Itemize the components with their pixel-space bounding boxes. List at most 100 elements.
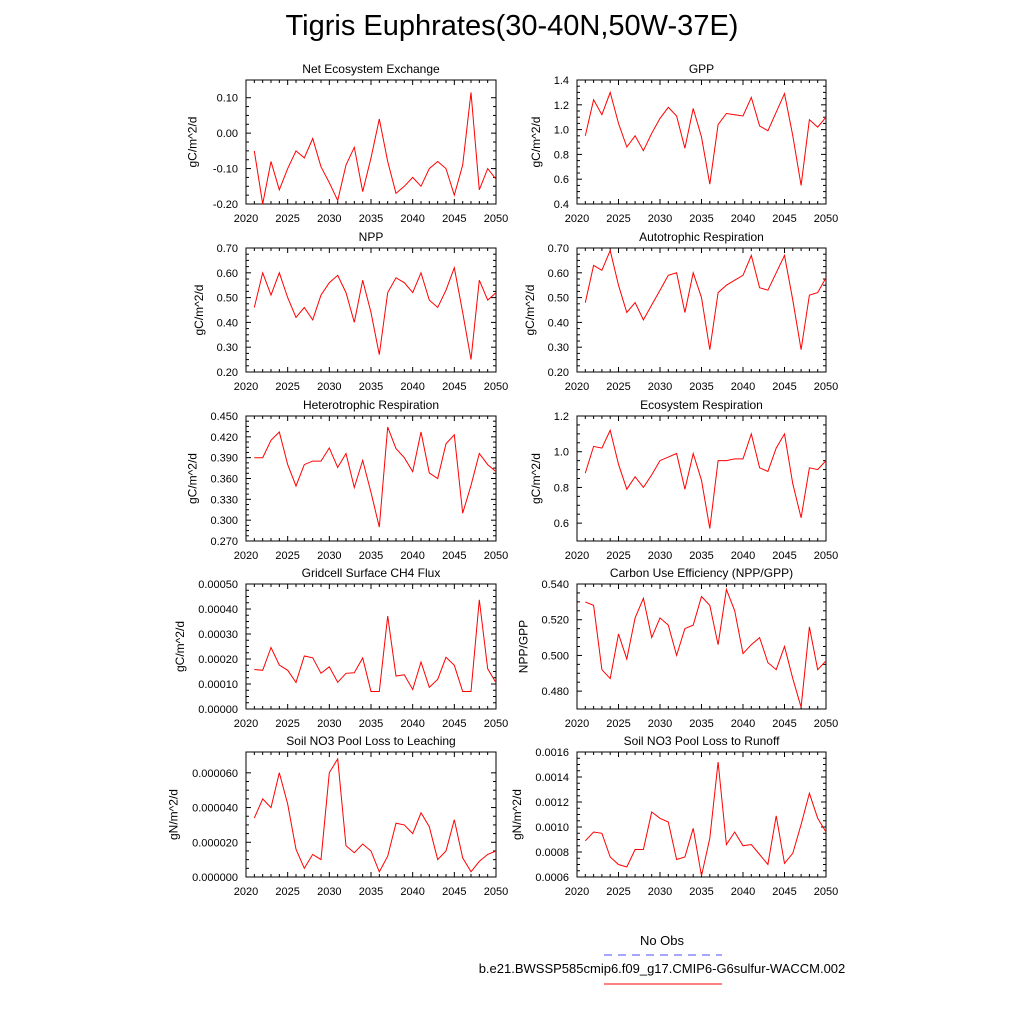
x-tick-label: 2025 (275, 718, 299, 730)
x-tick-label: 2040 (400, 886, 424, 898)
panel-title: Heterotrophic Respiration (303, 398, 439, 412)
x-tick-label: 2045 (772, 213, 796, 225)
y-tick-label: 0.0008 (535, 847, 569, 859)
x-tick-label: 2040 (731, 550, 755, 562)
y-tick-label: 1.0 (554, 125, 569, 137)
x-tick-label: 2025 (275, 381, 299, 393)
x-tick-label: 2020 (234, 886, 258, 898)
y-tick-label: 0.40 (217, 317, 238, 329)
y-axis-label: gN/m^2/d (167, 789, 181, 840)
panel-2: NPP 2020 2025 2030 2035 2040 2045 2050 0.20 0.30 0… (192, 230, 508, 393)
y-tick-label: 0.30 (217, 342, 238, 354)
legend-label-no-obs: No Obs (639, 933, 685, 948)
plot-frame (245, 247, 497, 373)
x-tick-label: 2035 (359, 213, 383, 225)
y-tick-label: 0.000020 (192, 837, 238, 849)
y-tick-label: 0.450 (210, 411, 238, 423)
y-tick-label: 0.0010 (535, 822, 569, 834)
y-tick-label: 0.270 (210, 536, 238, 548)
y-tick-label: 0.8 (554, 482, 569, 494)
y-tick-label: 0.00010 (198, 679, 238, 691)
y-tick-label: 0.0012 (535, 797, 569, 809)
y-axis-label: gC/m^2/d (186, 117, 200, 168)
plot-frame (245, 751, 497, 878)
x-tick-label: 2020 (565, 550, 589, 562)
x-tick-label: 2020 (234, 550, 258, 562)
x-tick-label: 2035 (359, 886, 383, 898)
x-tick-label: 2035 (689, 886, 713, 898)
y-tick-label: 0.00020 (198, 654, 238, 666)
x-tick-label: 2050 (814, 718, 838, 730)
x-tick-label: 2040 (731, 886, 755, 898)
y-tick-label: 0.480 (541, 686, 569, 698)
x-tick-label: 2025 (606, 381, 630, 393)
series-line (253, 265, 497, 360)
y-tick-label: 0.10 (217, 93, 238, 105)
y-tick-label: 0.500 (541, 650, 569, 662)
y-tick-label: 0.4 (554, 199, 569, 211)
x-tick-label: 2025 (606, 213, 630, 225)
x-tick-label: 2030 (648, 886, 672, 898)
x-tick-label: 2050 (814, 886, 838, 898)
y-axis-label: NPP/GPP (517, 620, 531, 673)
panel-9: Soil NO3 Pool Loss to Runoff 2020 2025 2030… (510, 734, 838, 898)
panel-7: Carbon Use Efficiency (NPP/GPP) 2020 2025 2… (517, 566, 839, 730)
x-tick-label: 2035 (689, 718, 713, 730)
y-axis-label: gC/m^2/d (529, 117, 543, 168)
x-tick-label: 2050 (814, 381, 838, 393)
legend-label-run: b.e21.BWSSP585cmip6.f09_g17.CMIP6-G6sulf… (478, 961, 846, 976)
panel-title: Gridcell Surface CH4 Flux (302, 566, 441, 580)
x-tick-label: 2050 (814, 550, 838, 562)
x-tick-label: 2020 (234, 213, 258, 225)
series-line (584, 428, 827, 529)
y-tick-label: 0.540 (541, 579, 569, 591)
figure-title: Tigris Euphrates(30-40N,50W-37E) (285, 10, 739, 42)
plot-frame (576, 415, 827, 542)
x-tick-label: 2035 (689, 213, 713, 225)
x-tick-label: 2045 (442, 718, 466, 730)
y-tick-label: 0.0016 (535, 747, 569, 759)
x-tick-label: 2030 (317, 381, 341, 393)
series-line (254, 599, 497, 692)
x-tick-label: 2020 (565, 718, 589, 730)
x-tick-label: 2025 (606, 718, 630, 730)
y-tick-label: 0.6 (554, 518, 569, 530)
panel-1: GPP 2020 2025 2030 2035 2040 2045 2050 0.4 0.6 0.8… (529, 62, 838, 225)
x-tick-label: 2045 (442, 550, 466, 562)
y-tick-label: 0.520 (541, 615, 569, 627)
x-tick-label: 2035 (689, 550, 713, 562)
y-tick-label: 0.8 (554, 149, 569, 161)
x-tick-label: 2030 (648, 213, 672, 225)
y-tick-label: 0.000000 (192, 872, 238, 884)
x-tick-label: 2040 (731, 213, 755, 225)
x-tick-label: 2035 (359, 381, 383, 393)
x-tick-label: 2040 (400, 550, 424, 562)
plot-frame (576, 79, 827, 205)
x-tick-label: 2020 (565, 381, 589, 393)
panel-title: Net Ecosystem Exchange (302, 62, 440, 76)
x-tick-label: 2040 (400, 381, 424, 393)
panel-title: Soil NO3 Pool Loss to Leaching (286, 734, 455, 748)
y-tick-label: -0.20 (213, 199, 238, 211)
x-tick-label: 2050 (484, 886, 508, 898)
y-tick-label: 0.330 (210, 494, 238, 506)
x-tick-label: 2030 (317, 213, 341, 225)
y-tick-label: 0.360 (210, 474, 238, 486)
series-line (585, 587, 827, 708)
x-tick-label: 2045 (442, 381, 466, 393)
x-tick-label: 2050 (484, 718, 508, 730)
plot-frame (245, 79, 497, 205)
x-tick-label: 2040 (400, 718, 424, 730)
x-tick-label: 2035 (359, 718, 383, 730)
panel-4: Heterotrophic Respiration 2020 2025 2030 203… (186, 398, 509, 562)
y-tick-label: 0.00030 (198, 629, 238, 641)
x-tick-label: 2030 (317, 550, 341, 562)
x-tick-label: 2040 (731, 381, 755, 393)
y-tick-label: 0.50 (548, 293, 569, 305)
panel-title: GPP (689, 62, 714, 76)
x-tick-label: 2045 (442, 886, 466, 898)
y-tick-label: 0.00040 (198, 604, 238, 616)
series-line (584, 761, 827, 876)
x-tick-label: 2045 (772, 550, 796, 562)
x-tick-label: 2025 (606, 886, 630, 898)
